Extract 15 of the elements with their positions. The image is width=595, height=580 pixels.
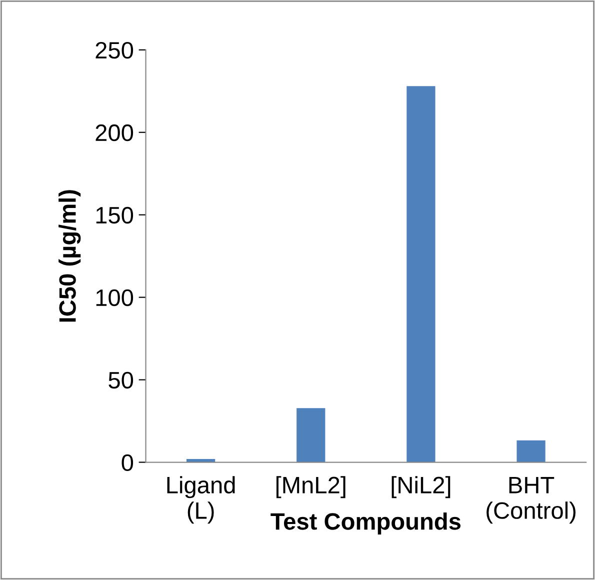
x-tick-label: [MnL2] [276, 476, 346, 498]
bar [296, 408, 326, 462]
x-tick-label: Ligand (L) [167, 476, 235, 524]
y-tick-label: 250 [96, 42, 134, 59]
y-tick-label: 150 [96, 206, 134, 224]
bar [516, 440, 546, 462]
x-axis-title: Test Compounds [270, 512, 461, 534]
y-axis-title: IC50 (µg/ml) [58, 190, 81, 322]
bar [406, 86, 436, 462]
x-tick-label: BHT (Control) [486, 477, 576, 524]
x-tick-label: [NiL2] [392, 476, 450, 498]
y-tick-label: 50 [108, 372, 134, 389]
y-tick-label: 200 [96, 124, 134, 142]
y-tick-label: 0 [122, 454, 134, 472]
y-tick-label: 100 [96, 289, 134, 306]
